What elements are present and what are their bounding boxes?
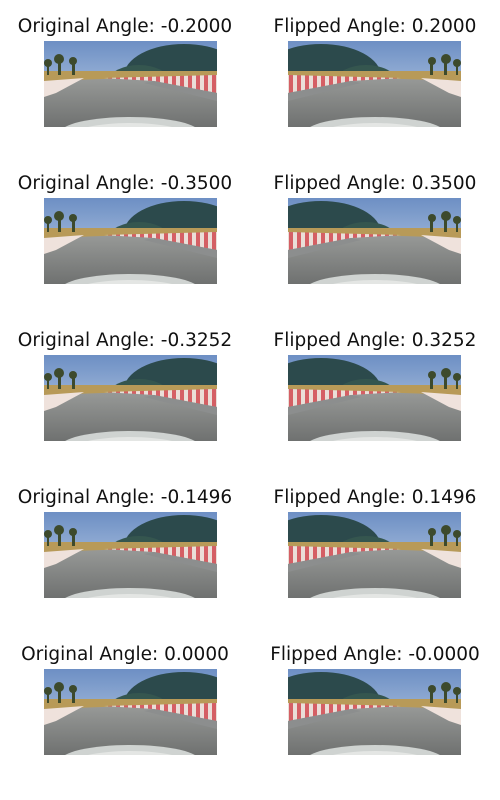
flipped-road-image-4 [288,512,461,598]
original-road-image-4 [44,512,217,598]
original-panel-5: Original Angle: 0.0000 [0,628,250,778]
flipped-road-image-5 [288,669,461,755]
flipped-angle-title-1: Flipped Angle: 0.2000 [273,16,477,37]
original-angle-title-1: Original Angle: -0.2000 [17,16,233,37]
original-road-image-3 [44,355,217,441]
original-angle-title-4: Original Angle: -0.1496 [17,487,233,508]
flipped-road-image-3 [288,355,461,441]
flipped-angle-title-5: Flipped Angle: -0.0000 [270,644,480,665]
original-road-image-2 [44,198,217,284]
original-panel-2: Original Angle: -0.3500 [0,157,250,307]
original-road-image-5 [44,669,217,755]
flipped-angle-title-2: Flipped Angle: 0.3500 [273,173,477,194]
flipped-angle-title-4: Flipped Angle: 0.1496 [273,487,477,508]
original-angle-title-2: Original Angle: -0.3500 [17,173,233,194]
original-road-image-1 [44,41,217,127]
flipped-panel-3: Flipped Angle: 0.3252 [250,314,500,464]
flipped-panel-4: Flipped Angle: 0.1496 [250,471,500,621]
flipped-angle-title-3: Flipped Angle: 0.3252 [273,330,477,351]
original-angle-title-5: Original Angle: 0.0000 [21,644,229,665]
flipped-panel-2: Flipped Angle: 0.3500 [250,157,500,307]
original-panel-1: Original Angle: -0.2000 [0,0,250,150]
original-panel-4: Original Angle: -0.1496 [0,471,250,621]
flipped-road-image-2 [288,198,461,284]
original-angle-title-3: Original Angle: -0.3252 [17,330,233,351]
flipped-panel-1: Flipped Angle: 0.2000 [250,0,500,150]
original-panel-3: Original Angle: -0.3252 [0,314,250,464]
flipped-panel-5: Flipped Angle: -0.0000 [250,628,500,778]
flipped-road-image-1 [288,41,461,127]
